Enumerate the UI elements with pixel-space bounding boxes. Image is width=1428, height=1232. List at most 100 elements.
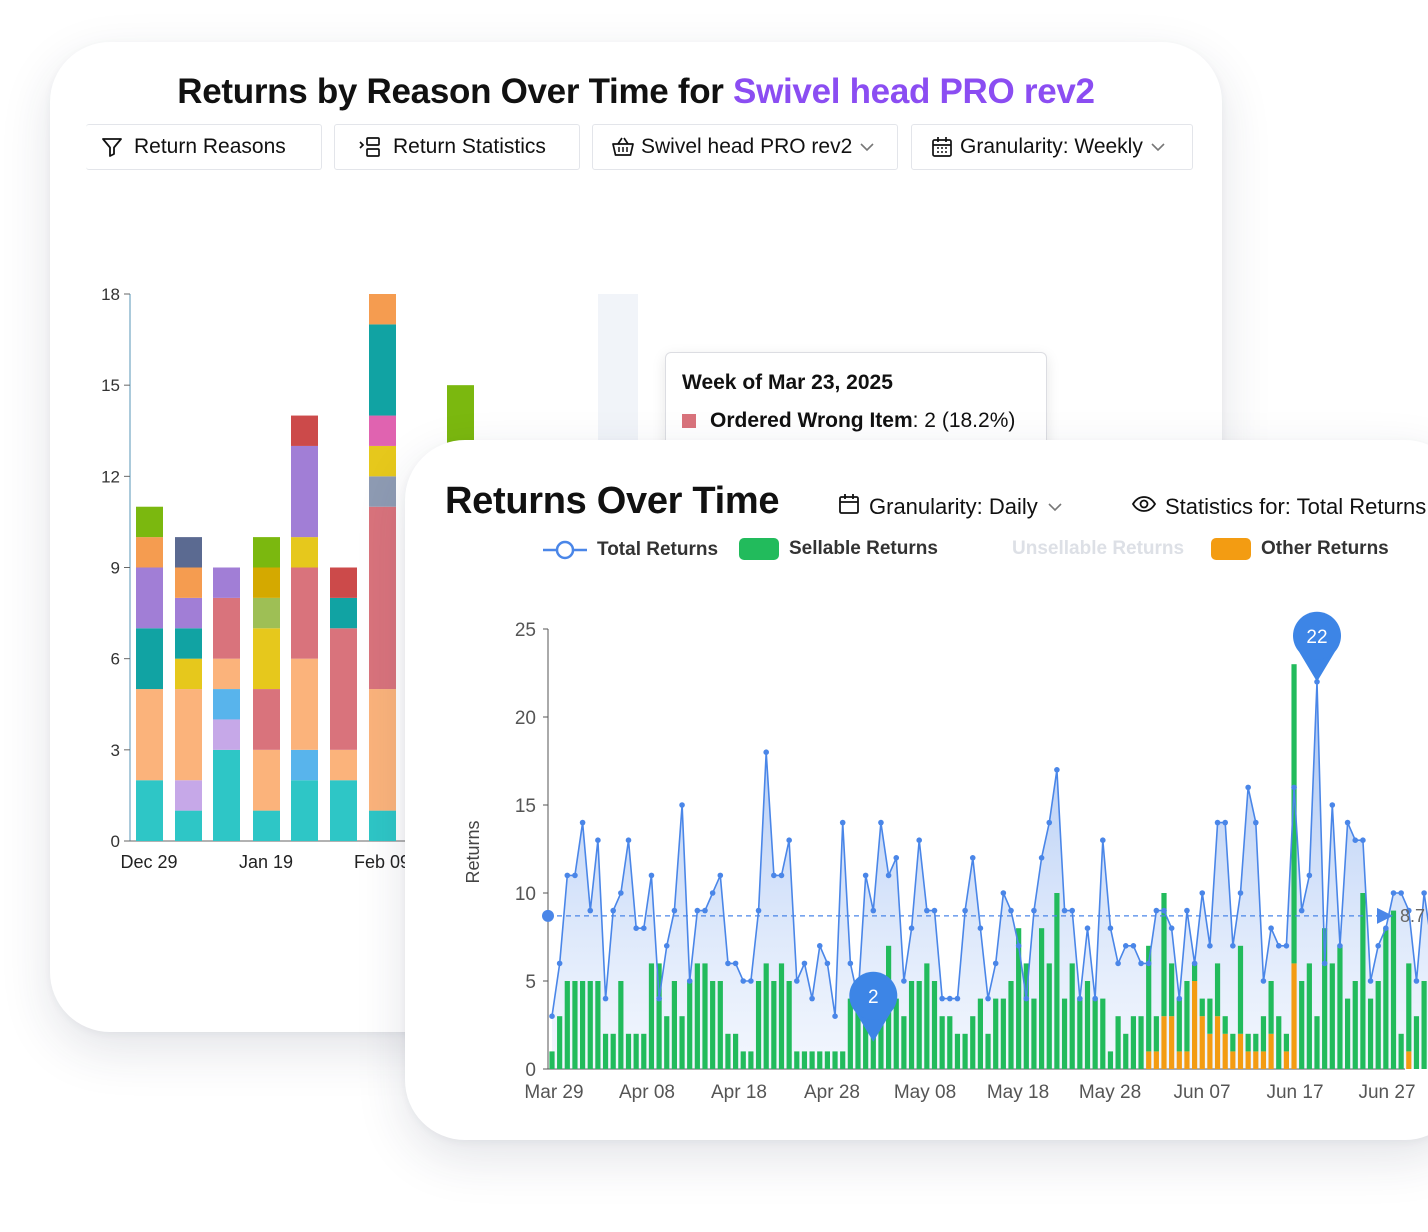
x-tick-label: Jun 07	[1173, 1082, 1230, 1103]
total-returns-point	[1145, 960, 1152, 967]
sellable-returns-bar	[878, 998, 884, 1069]
bar-segment	[175, 658, 202, 690]
total-returns-point	[1413, 978, 1420, 984]
total-returns-point	[572, 872, 578, 879]
other-returns-bar	[1207, 1033, 1213, 1069]
eye-icon	[1131, 492, 1157, 522]
return-reasons-button[interactable]: Return Reasons	[86, 124, 322, 170]
total-returns-point	[847, 960, 854, 967]
sellable-returns-bar	[947, 1016, 953, 1069]
sellable-returns-bar	[1230, 1033, 1236, 1052]
total-returns-point	[633, 925, 639, 931]
marker-head	[849, 971, 898, 1020]
legend-total-label: Total Returns	[597, 539, 719, 560]
total-returns-point	[1031, 907, 1037, 914]
tooltip-reason: Ordered Wrong Item	[710, 409, 913, 432]
sellable-returns-bar	[1222, 1016, 1228, 1034]
legend-other-returns[interactable]: Other Returns	[1211, 538, 1389, 560]
other-returns-bar	[1406, 1051, 1412, 1069]
total-returns-point	[1344, 819, 1351, 826]
sellable-returns-bar	[702, 963, 708, 1069]
total-returns-point	[1329, 802, 1336, 808]
total-returns-point	[618, 890, 624, 896]
total-returns-point	[1421, 890, 1427, 896]
sellable-returns-bar	[1406, 963, 1412, 1052]
sellable-returns-bar	[1360, 893, 1366, 1069]
y-tick-label: 0	[525, 1060, 536, 1081]
chevron-down-icon	[1151, 142, 1165, 152]
total-returns-point	[1383, 925, 1389, 931]
total-returns-point	[1253, 819, 1259, 826]
tooltip-header: Week of Mar 23, 2025	[682, 371, 893, 394]
return-statistics-button[interactable]: Return Statistics	[334, 124, 580, 170]
y-tick-label: 20	[515, 708, 536, 729]
chevron-down-icon	[860, 142, 874, 152]
bar-segment	[213, 597, 240, 659]
y-tick-label: 12	[101, 467, 120, 486]
tooltip-value: : 2 (18.2%)	[912, 409, 1016, 432]
sellable-returns-bar	[641, 1033, 647, 1069]
bar-segment	[369, 415, 396, 446]
total-returns-point	[1298, 907, 1305, 914]
bar-segment	[175, 628, 202, 659]
total-returns-point	[1283, 943, 1290, 949]
sellable-returns-bar	[618, 981, 624, 1069]
sellable-returns-bar	[1329, 963, 1335, 1069]
sellable-returns-bar	[1421, 981, 1427, 1069]
sellable-returns-bar	[1375, 981, 1381, 1069]
granularity-weekly-value: Granularity: Weekly	[960, 135, 1143, 158]
legend-total-returns[interactable]: Total Returns	[543, 538, 718, 562]
sellable-returns-bar	[1398, 1033, 1404, 1069]
total-returns-point	[839, 819, 846, 826]
product-select[interactable]: Swivel head PRO rev2	[592, 124, 898, 170]
total-returns-point	[1230, 943, 1236, 949]
total-returns-point	[709, 890, 716, 896]
max-marker: 22	[1293, 611, 1341, 682]
legend-unsellable-returns[interactable]: Unsellable Returns	[1012, 538, 1184, 560]
legend-sellable-returns[interactable]: Sellable Returns	[739, 538, 938, 560]
bar-segment	[175, 537, 202, 568]
total-returns-point	[1092, 995, 1098, 1002]
sellable-returns-bar	[1069, 963, 1075, 1069]
total-returns-point	[702, 907, 708, 914]
sellable-returns-bar	[1146, 945, 1152, 1052]
total-returns-point	[1138, 960, 1144, 967]
x-tick-label: Mar 29	[524, 1082, 583, 1103]
y-tick-label: 15	[101, 376, 120, 395]
sellable-returns-bar	[1306, 963, 1312, 1069]
total-returns-point	[641, 925, 647, 931]
total-returns-point	[1260, 978, 1267, 984]
total-returns-point	[1184, 907, 1190, 914]
total-returns-point	[1069, 907, 1075, 914]
sellable-returns-bar	[954, 1033, 961, 1069]
total-returns-point	[1077, 995, 1083, 1002]
total-returns-point	[1176, 995, 1183, 1002]
x-tick-label: Feb 09	[354, 852, 410, 872]
total-returns-point	[1291, 784, 1297, 791]
sellable-returns-bar	[1161, 893, 1167, 1017]
sellable-returns-bar	[1283, 1033, 1289, 1052]
total-returns-point	[985, 995, 991, 1002]
total-returns-point	[893, 855, 900, 861]
sellable-returns-bar	[1123, 1033, 1129, 1069]
total-returns-point	[1306, 872, 1313, 879]
sellable-returns-bar	[1184, 981, 1190, 1052]
legend-other-label: Other Returns	[1261, 538, 1389, 559]
tooltip-row: Ordered Wrong Item : 2 (18.2%)	[682, 409, 1030, 433]
bar-segment	[253, 628, 280, 690]
sellable-returns-bar	[687, 981, 693, 1069]
statistics-for-select[interactable]: Statistics for: Total Returns	[1131, 492, 1426, 522]
basket-icon	[611, 135, 635, 159]
product-select-value: Swivel head PRO rev2	[641, 135, 853, 158]
total-returns-point	[878, 819, 884, 826]
sellable-returns-bar	[1000, 998, 1006, 1069]
sellable-returns-bar	[648, 963, 655, 1069]
total-returns-point	[564, 872, 571, 879]
return-reasons-label: Return Reasons	[134, 135, 286, 158]
title-product: Swivel head PRO rev2	[733, 72, 1095, 111]
total-returns-point	[977, 925, 984, 931]
sellable-returns-bar	[824, 1051, 830, 1069]
total-returns-point	[748, 978, 754, 984]
granularity-weekly-select[interactable]: Granularity: Weekly	[911, 124, 1193, 170]
granularity-daily-select[interactable]: Granularity: Daily	[837, 492, 1062, 522]
